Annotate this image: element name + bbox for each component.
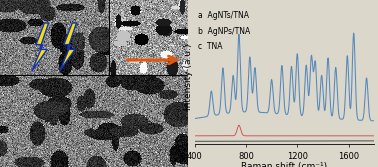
Y-axis label: Intensity (a.u.): Intensity (a.u.) [184, 44, 193, 110]
X-axis label: Raman shift (cm⁻¹): Raman shift (cm⁻¹) [242, 162, 327, 167]
Text: a  AgNTs/TNA: a AgNTs/TNA [198, 11, 249, 20]
Polygon shape [32, 23, 48, 71]
Polygon shape [60, 23, 76, 71]
Text: b  AgNPs/TNA: b AgNPs/TNA [198, 27, 251, 36]
Text: c  TNA: c TNA [198, 42, 223, 51]
